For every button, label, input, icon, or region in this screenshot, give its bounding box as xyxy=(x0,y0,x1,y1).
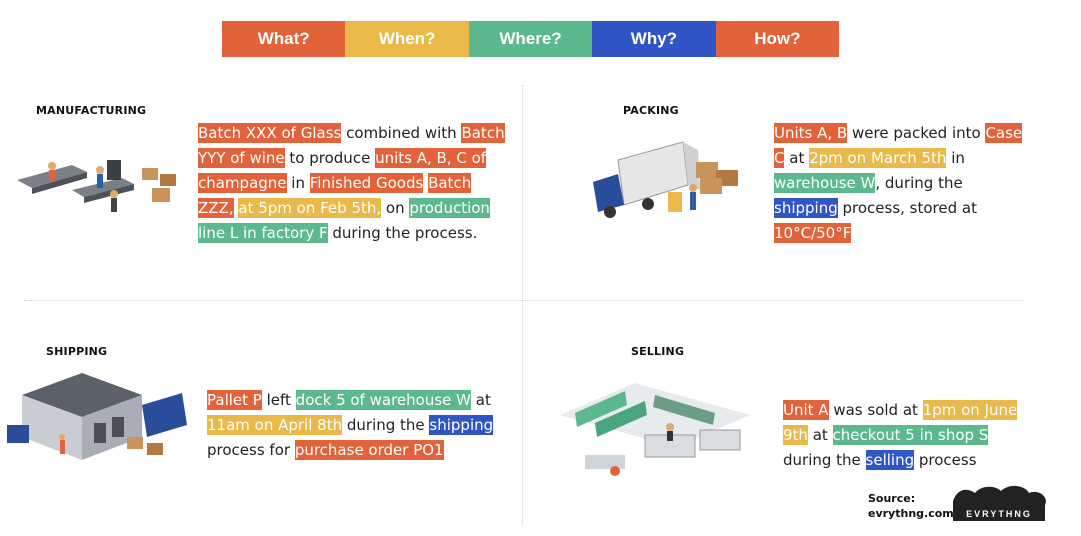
selling-title: SELLING xyxy=(631,345,685,358)
highlight-where: dock 5 of warehouse W xyxy=(295,390,471,410)
highlight-why: shipping xyxy=(429,415,494,435)
manufacturing-title: MANUFACTURING xyxy=(36,104,147,117)
highlight-what: Unit A xyxy=(783,400,829,420)
text-segment: on xyxy=(381,199,410,217)
highlight-what: Units A, B xyxy=(774,123,848,143)
legend-item-where: Where? xyxy=(468,21,593,57)
legend-item-what: What? xyxy=(222,21,346,57)
highlight-when: at 5pm on Feb 5th, xyxy=(238,198,382,218)
highlight-where: checkout 5 in shop S xyxy=(832,425,989,445)
selling-text: Unit A was sold at 1pm on June 9th at ch… xyxy=(783,398,1023,473)
warehouse-icon xyxy=(7,373,187,460)
text-segment: process for xyxy=(207,441,295,459)
text-segment: at xyxy=(784,149,810,167)
text-segment: was sold at xyxy=(828,401,923,419)
text-segment: to produce xyxy=(284,149,376,167)
truck-loading-icon xyxy=(593,141,738,218)
text-segment: at xyxy=(807,426,833,444)
text-segment: during the xyxy=(342,416,430,434)
legend-label: When? xyxy=(378,29,436,48)
vertical-divider xyxy=(522,85,523,525)
text-segment: left xyxy=(261,391,296,409)
shipping-title: SHIPPING xyxy=(46,345,108,358)
text-segment: during the xyxy=(783,451,866,469)
legend-label: How? xyxy=(754,29,801,48)
source-value: evrythng.com xyxy=(868,507,954,520)
highlight-what: Batch XXX of Glass xyxy=(198,123,342,143)
text-segment: were packed into xyxy=(847,124,986,142)
text-segment: , during the xyxy=(875,174,963,192)
text-segment: process, stored at xyxy=(837,199,977,217)
legend-item-why: Why? xyxy=(592,21,716,57)
text-segment: combined with xyxy=(341,124,462,142)
text-segment: at xyxy=(470,391,491,409)
highlight-what: Pallet P xyxy=(207,390,262,410)
highlight-why: selling xyxy=(865,450,915,470)
highlight-why: shipping xyxy=(774,198,838,218)
packing-text: Units A, B were packed into Case C at 2p… xyxy=(774,121,1024,246)
source-note: Source: evrythng.com xyxy=(868,491,954,521)
highlight-where: warehouse W xyxy=(774,173,876,193)
highlight-when: 2pm on March 5th xyxy=(809,148,947,168)
shipping-text: Pallet P left dock 5 of warehouse W at 1… xyxy=(207,388,497,463)
horizontal-divider xyxy=(24,300,1024,301)
text-segment: process xyxy=(914,451,977,469)
highlight-when: 11am on April 8th xyxy=(207,415,343,435)
store-checkout-icon xyxy=(560,383,750,476)
source-label: Source: xyxy=(868,492,916,505)
legend-label: Where? xyxy=(499,29,562,48)
highlight-what: purchase order PO1 xyxy=(294,440,444,460)
legend-bar: What? When? Where? Why? How? xyxy=(222,21,840,57)
legend-item-how: How? xyxy=(715,21,840,57)
highlight-what: 10°C/50°F xyxy=(774,223,852,243)
evrythng-logo: EVRYTHNG xyxy=(953,485,1046,521)
packing-title: PACKING xyxy=(623,104,679,117)
text-segment: in xyxy=(946,149,965,167)
legend-label: Why? xyxy=(630,29,678,48)
factory-conveyor-icon xyxy=(17,160,176,212)
manufacturing-text: Batch XXX of Glass combined with Batch Y… xyxy=(198,121,508,246)
legend-item-when: When? xyxy=(345,21,469,57)
text-segment: during the process. xyxy=(327,224,478,242)
legend-label: What? xyxy=(257,29,310,48)
logo-text: EVRYTHNG xyxy=(966,509,1032,519)
highlight-what: Finished Goods xyxy=(309,173,424,193)
text-segment: in xyxy=(286,174,310,192)
